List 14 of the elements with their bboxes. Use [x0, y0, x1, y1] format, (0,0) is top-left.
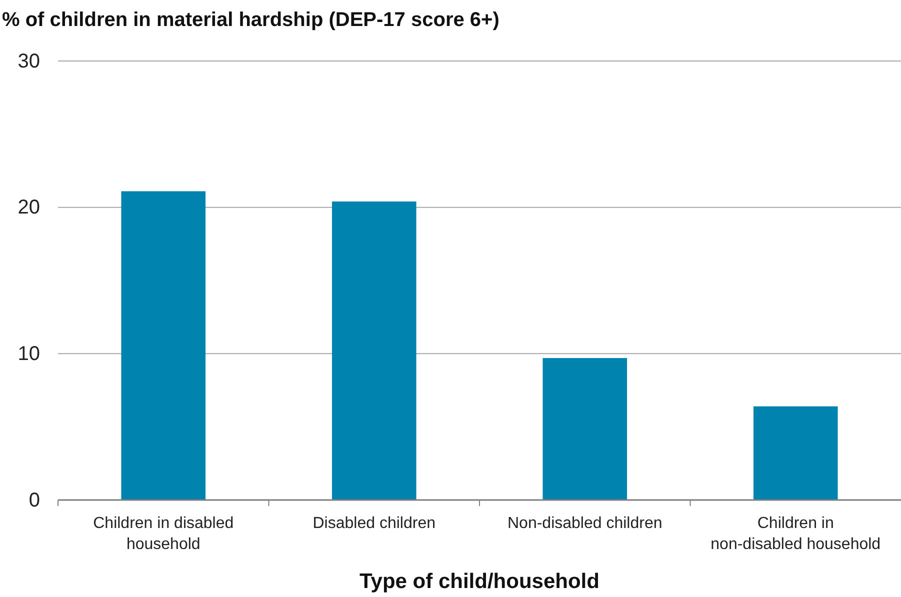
- x-tick-label: Children in non-disabled household: [710, 515, 881, 553]
- bar: [753, 406, 838, 500]
- x-tick-label: Children in disabled household: [93, 515, 234, 553]
- y-tick-label: 20: [18, 196, 40, 219]
- x-tick-label: Disabled children: [312, 515, 436, 532]
- bar: [542, 358, 628, 500]
- y-tick-label: 0: [28, 489, 40, 512]
- x-axis-title: Type of child/household: [360, 570, 600, 593]
- y-axis-title: % of children in material hardship (DEP-17 score 6+): [2, 9, 500, 31]
- bar: [121, 191, 206, 500]
- x-tick-label: Non-disabled children: [507, 515, 662, 532]
- y-tick-label: 10: [18, 343, 40, 366]
- y-tick-label: 30: [18, 50, 40, 72]
- bar: [332, 201, 416, 500]
